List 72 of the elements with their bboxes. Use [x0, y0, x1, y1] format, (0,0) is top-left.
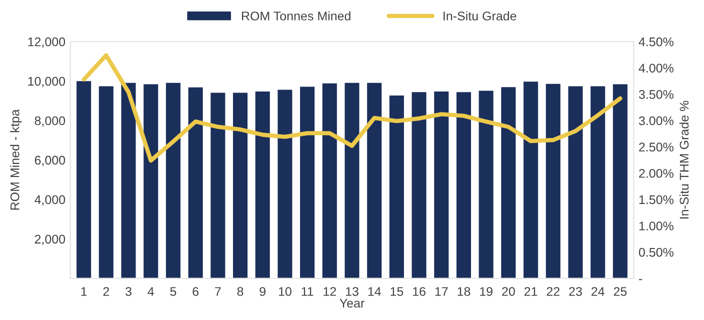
x-axis-title: Year [340, 298, 364, 308]
bar [300, 86, 315, 278]
x-tick-label: 23 [569, 287, 582, 296]
y-tick-label: 12,000 [28, 37, 66, 48]
y2-tick-label: 2.50% [639, 142, 674, 152]
bar [278, 90, 292, 278]
x-tick-label: 19 [480, 287, 492, 296]
bar [501, 87, 516, 278]
bar [322, 83, 337, 278]
bar [210, 92, 226, 278]
x-tick-label: 14 [368, 287, 381, 296]
legend-label: ROM Tonnes Mined [242, 11, 350, 20]
bar [546, 84, 560, 278]
y-tick-label: 10,000 [28, 76, 66, 88]
bar [524, 82, 538, 278]
bar [144, 84, 158, 278]
bar [367, 82, 382, 278]
x-tick-label: 3 [126, 287, 132, 296]
y-tick-label: 6,000 [34, 156, 66, 166]
bar [188, 87, 203, 278]
bar [590, 86, 606, 278]
legend-label: In-Situ Grade [444, 11, 516, 20]
y-tick-label: 4,000 [34, 195, 66, 206]
x-tick-label: 9 [260, 287, 266, 296]
bar [166, 82, 180, 278]
x-tick-label: 7 [215, 287, 221, 296]
y2-tick-label: 4.50% [638, 37, 674, 46]
x-tick-label: 10 [278, 287, 292, 296]
x-tick-label: 2 [103, 287, 110, 296]
x-tick-label: 8 [237, 287, 244, 296]
y2-tick-label: 3.00% [638, 116, 674, 126]
y2-tick-label: 1.50% [639, 195, 674, 204]
bar [98, 86, 114, 278]
bar [255, 92, 270, 278]
y2-tick-label: - [639, 279, 642, 280]
y2-axis-title: In-Situ THM Grade % [679, 100, 689, 218]
x-tick-label: 6 [192, 287, 198, 296]
x-tick-label: 11 [302, 287, 314, 296]
y2-tick-label: 3.50% [638, 90, 674, 99]
x-tick-label: 22 [546, 287, 560, 296]
x-tick-label: 12 [324, 287, 336, 296]
y2-tick-label: 2.00% [639, 168, 674, 178]
bar [76, 81, 92, 278]
bar [456, 92, 472, 278]
y2-tick-label: 0.50% [638, 248, 674, 257]
y2-tick-label: 1.00% [639, 222, 674, 230]
bar [568, 86, 583, 278]
bar [412, 92, 426, 278]
bar [434, 92, 449, 278]
y-tick-label: 2,000 [34, 234, 66, 246]
x-tick-label: 4 [148, 287, 154, 296]
x-tick-label: 25 [614, 287, 627, 296]
bar [389, 95, 404, 278]
x-tick-label: 5 [170, 287, 176, 296]
bar [121, 82, 136, 278]
bar [478, 90, 494, 278]
x-tick-label: 17 [435, 287, 448, 296]
x-tick-label: 21 [524, 287, 538, 296]
y-tick-label: 8,000 [34, 116, 66, 127]
x-tick-label: 15 [390, 287, 404, 296]
x-tick-label: 16 [413, 287, 426, 296]
bar [232, 92, 248, 278]
bar [612, 84, 628, 278]
x-tick-label: 24 [592, 287, 604, 296]
x-tick-label: 13 [346, 287, 358, 296]
y2-tick-label: 4.00% [638, 64, 674, 73]
y-axis-title: ROM Mined - ktpa [10, 109, 22, 210]
line-series [82, 53, 622, 163]
x-tick-label: 18 [458, 287, 470, 296]
bar [344, 82, 360, 278]
x-tick-label: 20 [502, 287, 515, 296]
x-tick-label: 1 [81, 287, 87, 296]
